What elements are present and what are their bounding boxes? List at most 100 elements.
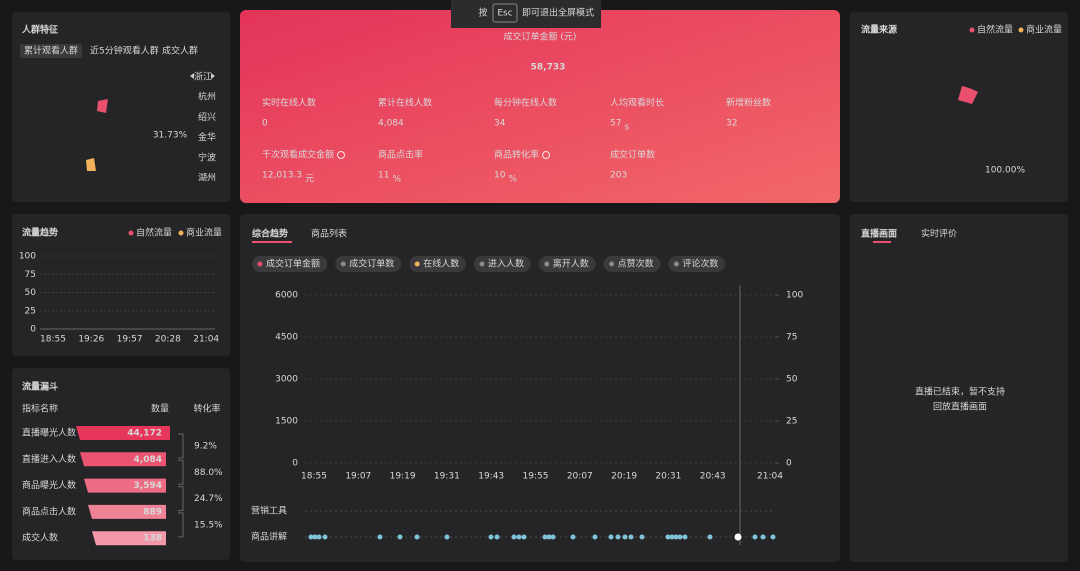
funnel-bar bbox=[88, 504, 166, 519]
tab[interactable]: 综合趋势 bbox=[252, 228, 288, 240]
kpi-item-value: 10 bbox=[494, 171, 506, 181]
panel bbox=[850, 12, 1068, 202]
funnel-label: 商品曝光人数 bbox=[22, 479, 76, 491]
event-dot bbox=[397, 534, 403, 540]
event-dot bbox=[570, 534, 576, 540]
tab[interactable]: 实时评价 bbox=[921, 228, 957, 240]
header: 转化率 bbox=[193, 403, 220, 415]
panel bbox=[240, 214, 840, 562]
y2-tick-label: 50 bbox=[786, 375, 798, 385]
metric-chip[interactable] bbox=[252, 256, 328, 272]
rate: 24.7% bbox=[194, 494, 223, 504]
event-dot bbox=[760, 534, 766, 540]
event-dot bbox=[377, 534, 383, 540]
help-icon bbox=[542, 151, 551, 159]
funnel-label: 直播进入人数 bbox=[22, 453, 76, 465]
metric-chip[interactable] bbox=[538, 256, 596, 272]
kpi-item-label: 人均观看时长 bbox=[610, 97, 664, 109]
event-dot bbox=[308, 534, 314, 540]
y-tick-label: 4500 bbox=[275, 333, 298, 343]
x-tick-label: 19:55 bbox=[523, 472, 549, 482]
city: 绍兴 bbox=[198, 111, 216, 123]
esc-suffix: 即可退出全屏模式 bbox=[522, 7, 594, 19]
x-tick-label: 18:55 bbox=[301, 472, 327, 482]
event-dot bbox=[414, 534, 420, 540]
kpi-item-value: 57 bbox=[610, 119, 621, 129]
y2-tick-label: 25 bbox=[786, 417, 797, 427]
rate-bracket bbox=[178, 512, 184, 538]
event-dot bbox=[516, 534, 522, 540]
metric-dot bbox=[414, 261, 420, 267]
kpi-panel bbox=[240, 10, 840, 203]
panel-title: 流量趋势 bbox=[22, 227, 58, 239]
event-dot bbox=[682, 534, 688, 540]
x-tick-label: 19:31 bbox=[434, 472, 460, 482]
x-tick-label: 20:19 bbox=[611, 472, 637, 482]
rate-bracket bbox=[178, 433, 184, 459]
metric-label: 评论次数 bbox=[682, 258, 718, 270]
event-dot bbox=[628, 534, 634, 540]
city: 宁波 bbox=[198, 151, 216, 163]
tab-underline bbox=[873, 241, 891, 243]
funnel-label: 成交人数 bbox=[22, 532, 58, 544]
kpi-item-value: 203 bbox=[610, 171, 627, 181]
event-dot bbox=[752, 534, 758, 540]
event-dot bbox=[511, 534, 517, 540]
rate-bracket bbox=[178, 486, 184, 512]
metric-chip[interactable] bbox=[409, 256, 466, 272]
y-tick-label: 0 bbox=[30, 325, 36, 335]
x-tick-label: 19:57 bbox=[117, 335, 143, 345]
y-tick-label: 0 bbox=[292, 459, 298, 469]
panel bbox=[12, 12, 230, 202]
share: 100.00% bbox=[985, 166, 1025, 176]
event-dot bbox=[521, 534, 527, 540]
y2-tick-label: 75 bbox=[786, 333, 797, 343]
tab: 近5分钟观看人群 bbox=[90, 45, 159, 57]
event-dot bbox=[546, 534, 552, 540]
kpi-item-label: 每分钟在线人数 bbox=[494, 97, 557, 109]
x-tick-label: 19:19 bbox=[390, 472, 416, 482]
metric-chip[interactable] bbox=[603, 256, 661, 272]
legend-label: 商业流量 bbox=[1026, 24, 1062, 36]
metric-chip[interactable] bbox=[335, 256, 402, 272]
metric-chip[interactable] bbox=[668, 256, 726, 272]
city: 杭州 bbox=[198, 91, 216, 103]
metric-label: 成交订单金额 bbox=[266, 258, 320, 270]
event-dot bbox=[444, 534, 450, 540]
map-region bbox=[86, 158, 96, 171]
tab[interactable]: 直播画面 bbox=[861, 228, 897, 240]
esc-key bbox=[492, 3, 518, 23]
metric-dot bbox=[673, 261, 679, 267]
kpi-item-value: 34 bbox=[494, 119, 506, 129]
metric-dot bbox=[544, 261, 550, 267]
metric-dot bbox=[257, 261, 263, 267]
event-dot bbox=[608, 534, 614, 540]
funnel-value: 4,084 bbox=[134, 455, 162, 465]
kpi-item-label: 千次观看成交金额 bbox=[262, 149, 334, 161]
tab: 成交人群 bbox=[162, 45, 198, 57]
tab[interactable]: 商品列表 bbox=[311, 228, 347, 240]
x-tick-label: 21:04 bbox=[193, 335, 219, 345]
event-dot bbox=[734, 533, 742, 541]
legend-dot bbox=[178, 230, 184, 236]
panel bbox=[850, 214, 1068, 562]
event-dot bbox=[673, 534, 679, 540]
event-dot bbox=[316, 534, 322, 540]
metric-label: 在线人数 bbox=[423, 258, 459, 270]
funnel-value: 44,172 bbox=[127, 429, 162, 439]
kpi-item-label: 商品转化率 bbox=[494, 149, 539, 161]
event-dot bbox=[488, 534, 494, 540]
tab-underline bbox=[252, 241, 292, 243]
x-tick-label: 20:07 bbox=[567, 472, 593, 482]
region: 浙江 bbox=[194, 71, 212, 83]
funnel-value: 3,594 bbox=[134, 481, 162, 491]
kpi-item-label: 商品点击率 bbox=[378, 149, 423, 161]
share: 31.73% bbox=[153, 131, 188, 141]
metric-dot bbox=[609, 261, 615, 267]
funnel-bar bbox=[92, 531, 166, 546]
event-dot bbox=[542, 534, 548, 540]
event-dot bbox=[592, 534, 598, 540]
live-message: 回放直播画面 bbox=[933, 401, 987, 413]
metric-chip[interactable] bbox=[474, 256, 531, 272]
